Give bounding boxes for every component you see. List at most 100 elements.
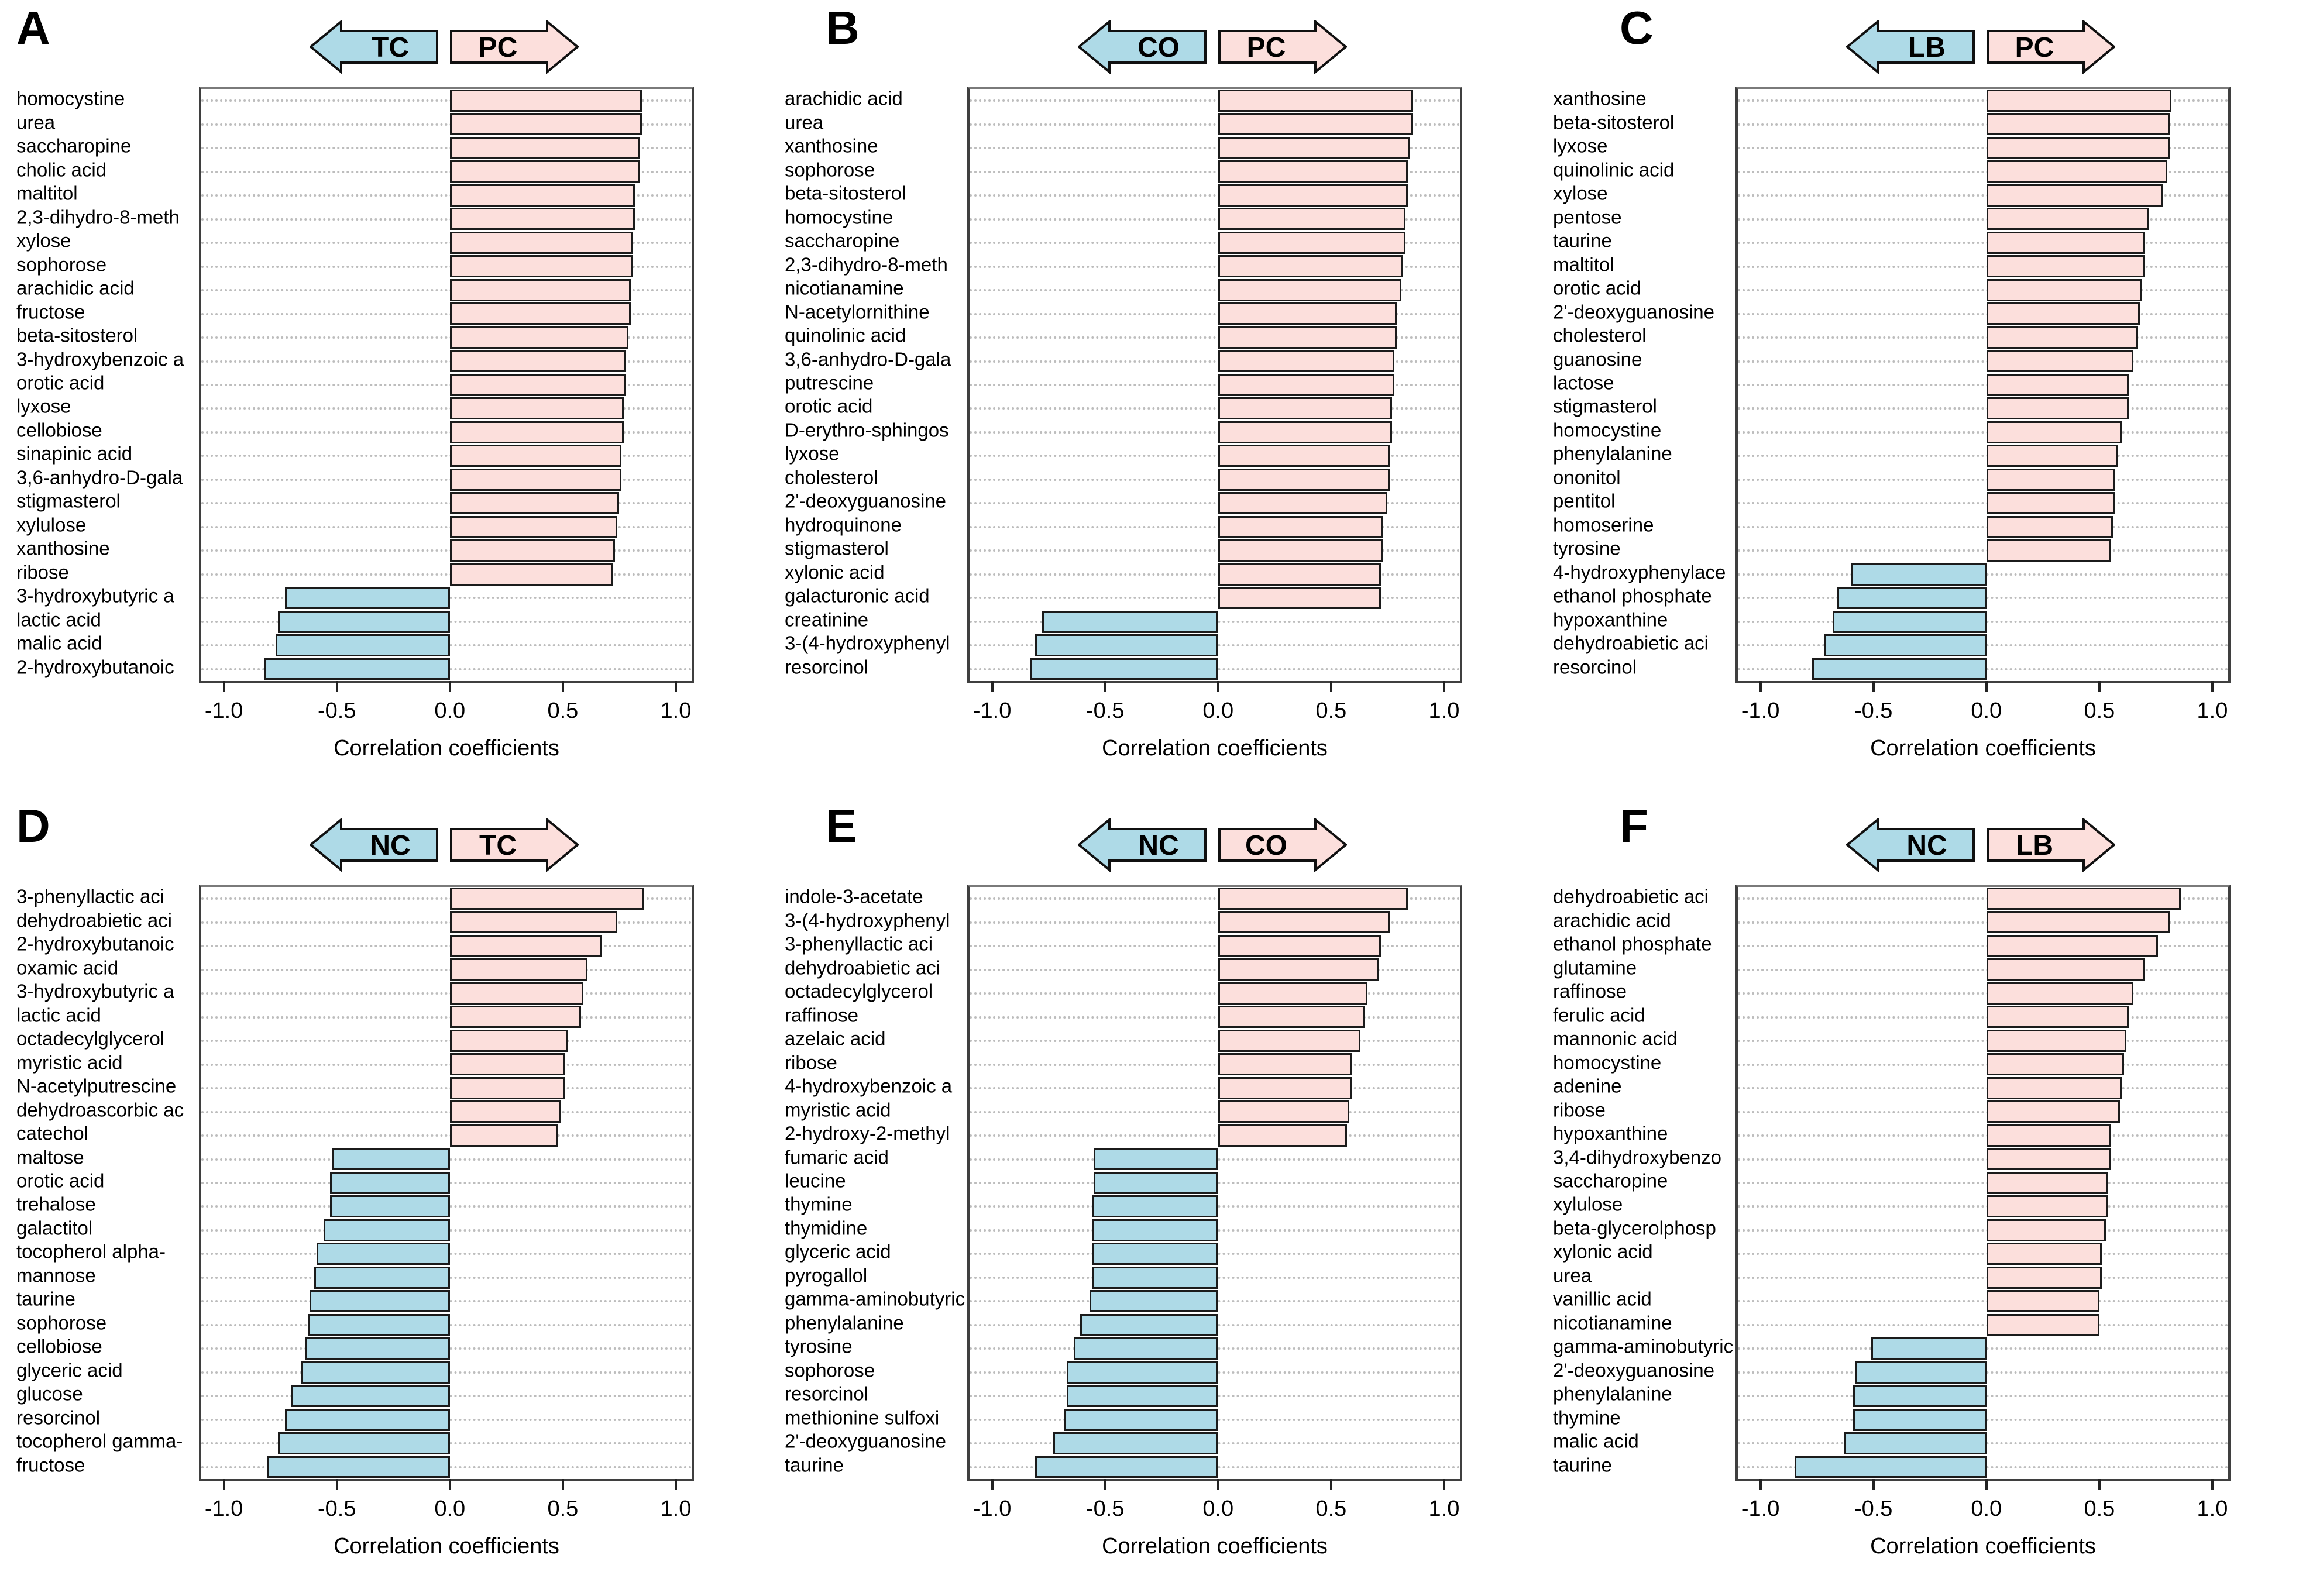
- category-label: phenylalanine: [1553, 442, 1672, 465]
- bar-negative: [1837, 587, 1987, 610]
- category-label: leucine: [785, 1170, 846, 1192]
- bar-positive: [1986, 1313, 2099, 1336]
- category-label: azelaic acid: [785, 1027, 886, 1050]
- bar-positive: [1986, 468, 2115, 491]
- x-tick: [1329, 681, 1332, 692]
- gridline: [1738, 360, 2228, 363]
- category-label: arachidic acid: [785, 87, 903, 109]
- category-label: urea: [1553, 1264, 1592, 1287]
- bar-negative: [310, 1290, 450, 1313]
- panel-A: A TC PC homocystine urea saccharopine choli…: [0, 0, 768, 798]
- bar-positive: [449, 515, 617, 538]
- bar-negative: [266, 1456, 450, 1478]
- category-label: mannose: [16, 1264, 96, 1287]
- category-label: 2-hydroxy-2-methyl: [785, 1122, 950, 1144]
- category-label: stigmasterol: [16, 490, 121, 512]
- bar-positive: [1218, 255, 1404, 278]
- bar-positive: [1218, 208, 1406, 231]
- bar-positive: [449, 1029, 568, 1052]
- category-label: beta-sitosterol: [785, 182, 906, 204]
- bar-positive: [1218, 1029, 1361, 1052]
- bar-positive: [1986, 1006, 2129, 1029]
- bar-negative: [1035, 634, 1218, 656]
- gridline: [201, 502, 692, 505]
- category-label: glyceric acid: [785, 1240, 891, 1263]
- bar-positive: [449, 326, 628, 349]
- category-label: taurine: [16, 1288, 75, 1310]
- category-label: urea: [785, 111, 824, 133]
- gridline: [1738, 1253, 2228, 1256]
- x-tick-label: 1.0: [2197, 699, 2228, 723]
- x-axis: -1.0 -0.5 0.0 0.5 1.0: [1738, 681, 2228, 751]
- bar-negative: [1853, 1408, 1987, 1431]
- category-label: beta-sitosterol: [1553, 111, 1675, 133]
- left-arrow-label: NC: [1138, 830, 1178, 861]
- category-label: homocystine: [785, 206, 893, 228]
- gridline: [970, 1087, 1460, 1090]
- right-arrow-icon: [450, 818, 579, 872]
- x-tick-label: 1.0: [660, 1497, 692, 1521]
- category-label: 4-hydroxyphenylace: [1553, 561, 1726, 583]
- x-tick: [1329, 1479, 1332, 1490]
- category-label: 3-hydroxybenzoic a: [16, 348, 184, 370]
- left-arrow-label: NC: [1906, 830, 1947, 861]
- category-label: hypoxanthine: [1553, 608, 1668, 631]
- category-label: saccharopine: [1553, 1170, 1668, 1192]
- bar-negative: [1030, 658, 1218, 680]
- category-label: galacturonic acid: [785, 584, 930, 607]
- direction-arrows: CO PC: [1078, 20, 1347, 74]
- right-arrow-label: LB: [2016, 830, 2053, 861]
- gridline: [1738, 945, 2228, 948]
- category-label: saccharopine: [16, 135, 132, 157]
- x-tick-label: 0.5: [547, 1497, 579, 1521]
- category-labels: xanthosine beta-sitosterol lyxose quinolini…: [1553, 87, 1730, 679]
- panel-C: C LB PC xanthosine beta-sitosterol lyxose q…: [1537, 0, 2305, 798]
- gridline: [1738, 992, 2228, 995]
- gridline: [970, 407, 1460, 410]
- bar-positive: [1218, 911, 1390, 934]
- category-label: 2'-deoxyguanosine: [785, 490, 947, 512]
- category-label: 2-hydroxybutanoic: [16, 656, 174, 678]
- gridline: [970, 123, 1460, 126]
- x-tick: [2098, 681, 2101, 692]
- gridline: [1738, 1063, 2228, 1066]
- bar-negative: [278, 1432, 450, 1454]
- category-label: urea: [16, 111, 56, 133]
- gridline: [1738, 431, 2228, 434]
- x-tick: [1872, 681, 1875, 692]
- bar-positive: [1218, 1006, 1365, 1029]
- direction-arrows: NC LB: [1846, 818, 2115, 872]
- x-axis-title: Correlation coefficients: [334, 1534, 559, 1559]
- gridline: [1738, 502, 2228, 505]
- gridline: [201, 1110, 692, 1113]
- gridline: [1738, 1323, 2228, 1326]
- gridline: [970, 1040, 1460, 1043]
- category-label: indole-3-acetate: [785, 885, 923, 907]
- x-tick: [991, 681, 994, 692]
- bar-positive: [449, 90, 642, 112]
- gridline: [201, 99, 692, 102]
- category-label: lactic acid: [16, 1004, 101, 1026]
- category-label: guanosine: [1553, 348, 1642, 370]
- bar-positive: [449, 1124, 559, 1147]
- bar-positive: [449, 350, 626, 373]
- bar-positive: [1218, 445, 1390, 467]
- panel-letter: B: [826, 2, 860, 54]
- gridline: [201, 992, 692, 995]
- x-axis: -1.0 -0.5 0.0 0.5 1.0: [201, 681, 692, 751]
- gridline: [1738, 968, 2228, 971]
- gridline: [1738, 1205, 2228, 1208]
- category-label: tyrosine: [1553, 537, 1621, 559]
- bar-positive: [449, 136, 640, 159]
- bar-negative: [314, 1266, 450, 1289]
- category-label: xylose: [16, 229, 71, 252]
- x-tick: [1759, 681, 1762, 692]
- gridline: [970, 897, 1460, 900]
- gridline: [1738, 123, 2228, 126]
- direction-arrows: LB PC: [1846, 20, 2115, 74]
- gridline: [1738, 1134, 2228, 1137]
- category-label: homoserine: [1553, 514, 1654, 536]
- bar-positive: [1986, 302, 2140, 325]
- bar-positive: [1218, 350, 1394, 373]
- x-tick: [674, 1479, 677, 1490]
